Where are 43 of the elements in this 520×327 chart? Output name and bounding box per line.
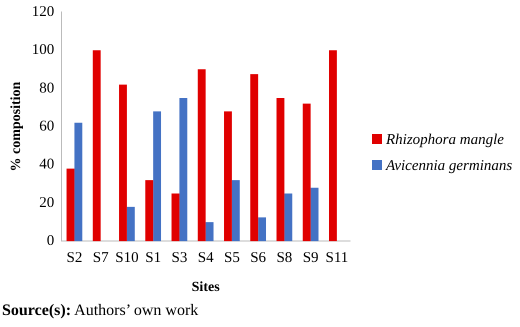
- bar: [206, 222, 214, 242]
- x-tick-label: S7: [92, 250, 110, 266]
- bar: [172, 193, 180, 242]
- bar: [119, 84, 127, 242]
- bar: [258, 217, 266, 242]
- bar: [232, 180, 240, 242]
- bar: [329, 50, 337, 242]
- x-tick-label: S2: [66, 250, 82, 266]
- x-tick-label: S9: [302, 250, 319, 266]
- x-axis-title: Sites: [192, 280, 220, 296]
- bar: [66, 168, 74, 242]
- bar: [74, 122, 82, 242]
- x-tick-label: S1: [145, 250, 162, 266]
- bar: [276, 98, 284, 242]
- bar: [92, 50, 101, 242]
- y-tick-label: 80: [39, 80, 54, 96]
- bar: [179, 98, 188, 242]
- bar: [302, 104, 311, 242]
- y-axis-title: % composition: [9, 81, 24, 172]
- bar: [126, 206, 135, 242]
- x-tick-label: S6: [250, 250, 267, 266]
- bar: [224, 111, 232, 242]
- y-tick-label: 60: [39, 118, 54, 135]
- y-tick-label: 100: [32, 42, 54, 58]
- bar: [310, 188, 319, 242]
- x-tick-label: S8: [276, 250, 292, 266]
- x-tick-label: S10: [115, 250, 139, 266]
- y-tick-label: 120: [32, 4, 54, 20]
- legend-label: Rhizophora mangle: [385, 132, 505, 149]
- bar: [153, 111, 162, 242]
- x-tick-label: S11: [325, 250, 348, 266]
- y-tick-label: 20: [39, 194, 54, 211]
- bar: [198, 69, 206, 242]
- bar: [145, 180, 154, 242]
- x-tick-label: S5: [224, 250, 240, 266]
- legend-label: Avicennia germinans: [384, 158, 512, 175]
- bar: [250, 74, 258, 242]
- x-tick-label: S3: [171, 250, 188, 266]
- source-note: Source(s): Authors’ own work: [2, 302, 198, 320]
- bar: [284, 193, 292, 242]
- y-tick-label: 40: [39, 156, 54, 173]
- y-tick-label: 0: [46, 233, 54, 250]
- x-tick-label: S4: [198, 250, 214, 266]
